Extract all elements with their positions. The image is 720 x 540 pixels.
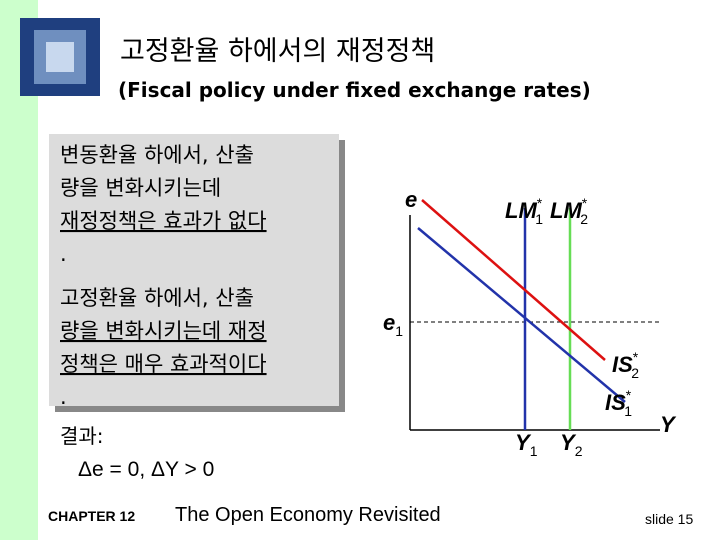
result-label: 결과: — [60, 424, 104, 448]
label-sup: * — [633, 349, 639, 365]
label-sub: 1 — [530, 443, 538, 459]
chapter: CHAPTER 12 — [48, 508, 135, 524]
label-main: IS — [612, 352, 633, 377]
box-line: . — [60, 385, 67, 409]
box-line: . — [60, 242, 67, 266]
lm1-label: LM* 1 — [505, 195, 543, 227]
label-sup: * — [626, 387, 632, 403]
box-line: 량을 변화시키는데 — [60, 176, 221, 200]
is2-label: IS* 2 — [612, 349, 639, 381]
label-sub: 2 — [575, 443, 583, 459]
y2-label: Y2 — [560, 430, 583, 459]
result-formula: Δe = 0, ΔY > 0 — [78, 458, 214, 481]
x-axis-label: Y — [660, 412, 677, 437]
book-title: The Open Economy Revisited — [175, 504, 441, 526]
label-main: IS — [605, 390, 626, 415]
text-box — [49, 134, 339, 406]
label-main: e — [383, 310, 395, 335]
is2-curve — [421, 199, 606, 361]
label-sup: * — [582, 195, 588, 211]
box-line: 재정정책은 효과가 없다 — [60, 209, 267, 233]
icon — [20, 18, 100, 96]
label-sub: 1 — [535, 211, 543, 227]
box-line: 정책은 매우 효과적이다 — [60, 352, 267, 376]
label-sup: * — [537, 195, 543, 211]
y-axis-label: e — [405, 187, 417, 212]
label-sub: 2 — [580, 211, 588, 227]
label-main: LM — [505, 198, 537, 223]
is1-curve — [417, 227, 626, 403]
is1-label: IS* 1 — [605, 387, 632, 419]
label-main: Y — [560, 430, 577, 455]
box-line: 고정환율 하에서, 산출 — [60, 286, 254, 310]
subtitle: (Fiscal policy under fixed exchange rate… — [118, 78, 591, 102]
box-line: 량을 변화시키는데 재정 — [60, 319, 267, 343]
e1-label: e1 — [383, 310, 403, 339]
label-sub: 1 — [624, 403, 632, 419]
y1-label: Y1 — [515, 430, 538, 459]
label-main: LM — [550, 198, 582, 223]
slide-number: slide 15 — [645, 511, 693, 527]
label-main: Y — [515, 430, 532, 455]
label-sub: 1 — [395, 323, 403, 339]
label-sub: 2 — [631, 365, 639, 381]
box-line: 변동환율 하에서, 산출 — [60, 143, 254, 167]
title: 고정환율 하에서의 재정정책 — [120, 36, 435, 67]
lm2-label: LM* 2 — [550, 195, 588, 227]
